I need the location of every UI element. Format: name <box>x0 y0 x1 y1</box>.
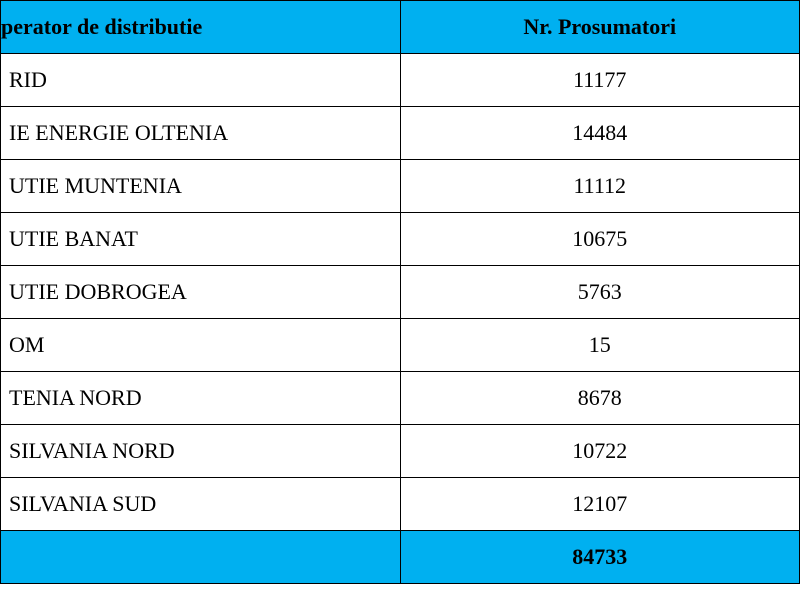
table-total-row: 84733 <box>1 531 800 584</box>
cell-prosumatori: 10675 <box>400 213 800 266</box>
cell-operator: UTIE BANAT <box>1 213 401 266</box>
table-row: IE ENERGIE OLTENIA 14484 <box>1 107 800 160</box>
cell-operator: RID <box>1 54 401 107</box>
table-row: OM 15 <box>1 319 800 372</box>
cell-prosumatori: 12107 <box>400 478 800 531</box>
cell-prosumatori: 15 <box>400 319 800 372</box>
table-row: SILVANIA SUD 12107 <box>1 478 800 531</box>
cell-prosumatori: 14484 <box>400 107 800 160</box>
table-row: TENIA NORD 8678 <box>1 372 800 425</box>
cell-operator: IE ENERGIE OLTENIA <box>1 107 401 160</box>
table-row: UTIE MUNTENIA 11112 <box>1 160 800 213</box>
column-header-operator: perator de distributie <box>1 1 401 54</box>
table-row: SILVANIA NORD 10722 <box>1 425 800 478</box>
cell-operator: UTIE MUNTENIA <box>1 160 401 213</box>
column-header-prosumatori: Nr. Prosumatori <box>400 1 800 54</box>
table-row: UTIE DOBROGEA 5763 <box>1 266 800 319</box>
cell-total-prosumatori: 84733 <box>400 531 800 584</box>
cell-operator: UTIE DOBROGEA <box>1 266 401 319</box>
cell-prosumatori: 5763 <box>400 266 800 319</box>
cell-prosumatori: 11112 <box>400 160 800 213</box>
table-row: RID 11177 <box>1 54 800 107</box>
table-container: perator de distributie Nr. Prosumatori R… <box>0 0 800 600</box>
table-header-row: perator de distributie Nr. Prosumatori <box>1 1 800 54</box>
prosumatori-table: perator de distributie Nr. Prosumatori R… <box>0 0 800 584</box>
cell-prosumatori: 8678 <box>400 372 800 425</box>
table-row: UTIE BANAT 10675 <box>1 213 800 266</box>
cell-operator: SILVANIA NORD <box>1 425 401 478</box>
cell-prosumatori: 10722 <box>400 425 800 478</box>
cell-operator: SILVANIA SUD <box>1 478 401 531</box>
cell-prosumatori: 11177 <box>400 54 800 107</box>
cell-operator: TENIA NORD <box>1 372 401 425</box>
cell-operator: OM <box>1 319 401 372</box>
cell-total-operator <box>1 531 401 584</box>
